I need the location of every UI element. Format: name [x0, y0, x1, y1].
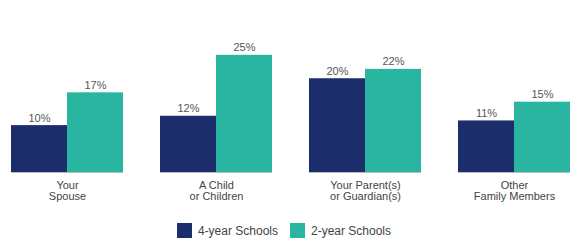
html-text:2-year Schools: 2-year Schools	[311, 223, 391, 238]
svg-text:15%: 15%	[531, 88, 553, 100]
svg-text:22%: 22%	[382, 55, 404, 67]
svg-text:17%: 17%	[84, 79, 106, 91]
html-text:4-year Schools: 4-year Schools	[198, 223, 278, 238]
svg-text:OtherFamily Members: OtherFamily Members	[474, 179, 556, 202]
svg-text:10%: 10%	[28, 112, 50, 124]
svg-text:11%: 11%	[476, 107, 497, 119]
svg-text:20%: 20%	[326, 65, 348, 77]
svg-text:YourSpouse: YourSpouse	[49, 179, 86, 202]
svg-text:25%: 25%	[233, 41, 255, 53]
svg-text:A Childor Children: A Childor Children	[190, 179, 244, 202]
svg-text:12%: 12%	[177, 102, 199, 114]
svg-text:Your Parent(s)or Guardian(s): Your Parent(s)or Guardian(s)	[330, 179, 401, 202]
